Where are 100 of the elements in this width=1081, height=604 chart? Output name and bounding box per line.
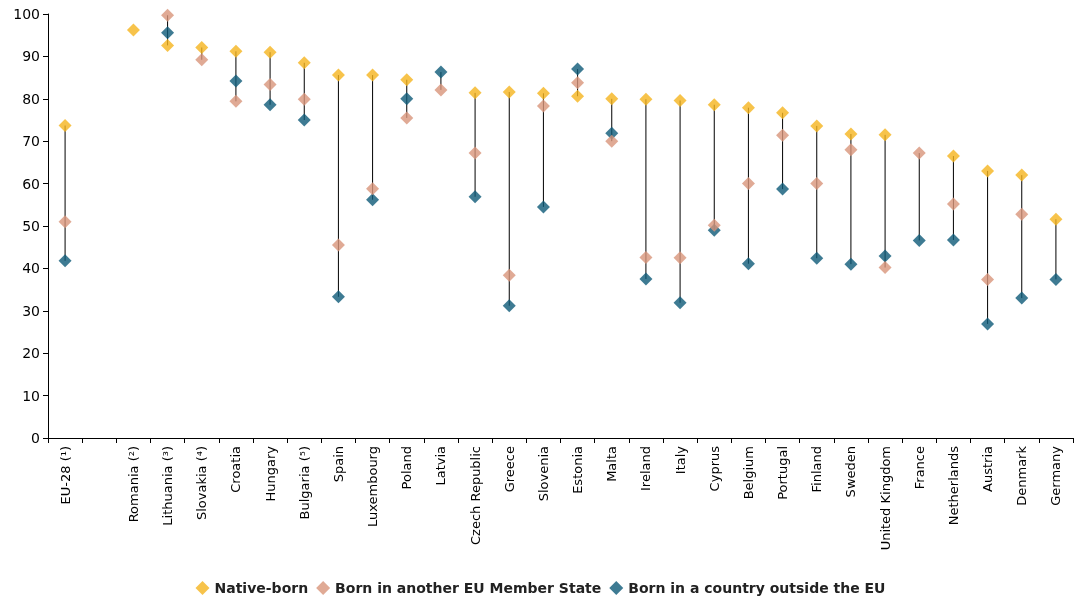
- point: [639, 92, 653, 106]
- x-tick-label: Austria: [980, 446, 996, 492]
- point: [400, 73, 414, 87]
- x-tick-label: Denmark: [1014, 445, 1030, 506]
- point: [981, 164, 995, 178]
- point: [366, 193, 380, 207]
- point: [126, 23, 140, 37]
- point: [536, 86, 550, 100]
- point: [366, 68, 380, 82]
- point: [502, 268, 516, 282]
- x-tick-label: Cyprus: [706, 445, 722, 492]
- point: [58, 215, 72, 229]
- point: [263, 45, 277, 59]
- y-tick-label: 90: [22, 48, 40, 65]
- y-tick-label: 10: [22, 387, 40, 404]
- point: [946, 197, 960, 211]
- point: [571, 62, 585, 76]
- point: [195, 53, 209, 67]
- point: [434, 65, 448, 79]
- point: [502, 299, 516, 313]
- x-tick-label: Slovenia: [535, 446, 551, 502]
- legend-label: Born in another EU Member State: [335, 580, 602, 596]
- point: [331, 290, 345, 304]
- point: [776, 106, 790, 120]
- x-tick-label: Latvia: [433, 446, 449, 486]
- x-tick-label: United Kingdom: [877, 446, 893, 551]
- point: [297, 56, 311, 70]
- point: [878, 261, 892, 275]
- x-tick-label: Sweden: [843, 446, 859, 498]
- x-tick-label: Croatia: [228, 446, 244, 493]
- point: [1015, 291, 1029, 305]
- point: [263, 77, 277, 91]
- point: [331, 238, 345, 252]
- point: [229, 44, 243, 58]
- y-tick-label: 20: [22, 345, 40, 362]
- point: [571, 89, 585, 103]
- point: [673, 251, 687, 265]
- point: [844, 127, 858, 141]
- point: [400, 92, 414, 106]
- point: [844, 143, 858, 157]
- point: [639, 250, 653, 264]
- y-tick-label: 70: [22, 133, 40, 150]
- point: [1049, 212, 1063, 226]
- y-tick-label: 100: [13, 6, 40, 22]
- point: [810, 177, 824, 191]
- point: [297, 92, 311, 106]
- legend-label: Native-born: [214, 580, 309, 596]
- point: [912, 233, 926, 247]
- x-tick-label: Portugal: [775, 446, 791, 500]
- point: [912, 146, 926, 160]
- y-tick-label: 30: [22, 302, 40, 319]
- point: [331, 68, 345, 82]
- point: [161, 38, 175, 52]
- y-tick-label: 60: [22, 175, 40, 192]
- point: [741, 177, 755, 191]
- x-tick-label: Ireland: [638, 446, 654, 491]
- point: [468, 146, 482, 160]
- legend-label: Born in a country outside the EU: [628, 580, 886, 596]
- point: [468, 86, 482, 100]
- x-tick-label: Greece: [501, 446, 517, 493]
- x-tick-label: Romania (²): [125, 446, 141, 523]
- point: [536, 99, 550, 113]
- y-tick-label: 40: [22, 260, 40, 277]
- point: [673, 296, 687, 310]
- point: [741, 101, 755, 115]
- point: [1015, 168, 1029, 182]
- x-tick-label: France: [911, 446, 927, 490]
- x-tick-label: Italy: [672, 445, 688, 475]
- point: [776, 128, 790, 142]
- x-tick-label: Netherlands: [945, 445, 961, 526]
- point: [605, 134, 619, 148]
- point: [707, 98, 721, 112]
- point: [571, 76, 585, 90]
- x-tick-label: Finland: [809, 446, 825, 493]
- point: [434, 83, 448, 97]
- point: [776, 182, 790, 196]
- point: [468, 190, 482, 204]
- point: [263, 98, 277, 112]
- x-tick-label: Belgium: [740, 446, 756, 500]
- point: [1015, 207, 1029, 221]
- point: [878, 128, 892, 142]
- x-tick-label: Malta: [604, 446, 620, 482]
- point: [536, 200, 550, 214]
- point: [946, 149, 960, 163]
- point: [229, 74, 243, 88]
- point: [741, 257, 755, 271]
- point: [844, 257, 858, 271]
- point: [946, 233, 960, 247]
- point: [366, 182, 380, 196]
- y-tick-label: 50: [22, 218, 40, 234]
- x-tick-label: Poland: [399, 446, 415, 490]
- point: [195, 41, 209, 54]
- point: [981, 317, 995, 331]
- point: [639, 272, 653, 286]
- point: [161, 8, 175, 22]
- x-tick-label: Slovakia (⁴): [194, 446, 210, 521]
- point: [58, 254, 72, 268]
- point: [810, 119, 824, 133]
- point: [810, 251, 824, 265]
- x-tick-label: Luxembourg: [365, 446, 381, 528]
